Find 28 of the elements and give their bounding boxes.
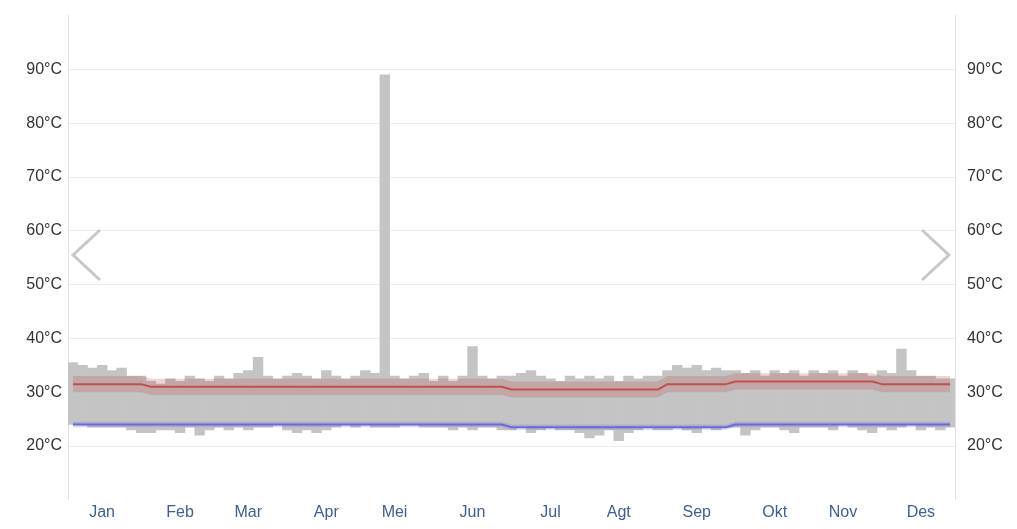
- y-tick-label: 60°C: [26, 221, 62, 239]
- y2-tick-label: 60°C: [967, 221, 1003, 239]
- x-tick-label: Mar: [234, 502, 263, 520]
- y-tick-label: 30°C: [26, 382, 62, 400]
- x-tick-label: Okt: [762, 502, 788, 520]
- y2-tick-label: 90°C: [967, 59, 1003, 77]
- x-tick-label: Nov: [828, 502, 858, 520]
- y2-tick-label: 70°C: [967, 167, 1003, 185]
- y2-tick-label: 20°C: [967, 436, 1003, 454]
- y-tick-label: 40°C: [26, 328, 62, 346]
- x-tick-label: Mei: [381, 502, 408, 520]
- y2-tick-label: 80°C: [967, 113, 1003, 131]
- x-tick-label: Des: [906, 502, 936, 520]
- y2-tick-label: 40°C: [967, 328, 1003, 346]
- y-tick-label: 20°C: [26, 436, 62, 454]
- x-tick-label: Jun: [459, 502, 486, 520]
- x-tick-label: Feb: [166, 502, 194, 520]
- y2-tick-label: 50°C: [967, 275, 1003, 293]
- y-tick-label: 80°C: [26, 113, 62, 131]
- x-tick-label: Jan: [89, 502, 116, 520]
- x-tick-label: Agt: [606, 502, 632, 520]
- x-tick-label: Apr: [313, 502, 340, 520]
- y2-tick-label: 30°C: [967, 382, 1003, 400]
- x-tick-label: Jul: [540, 502, 561, 520]
- x-tick-label: Sep: [682, 502, 712, 520]
- y-tick-label: 70°C: [26, 167, 62, 185]
- y-tick-label: 90°C: [26, 59, 62, 77]
- y-tick-label: 50°C: [26, 275, 62, 293]
